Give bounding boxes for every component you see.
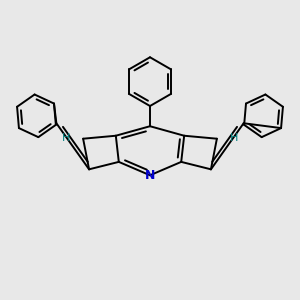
Text: N: N bbox=[145, 169, 155, 182]
Text: H: H bbox=[230, 133, 238, 142]
Text: H: H bbox=[62, 133, 70, 142]
